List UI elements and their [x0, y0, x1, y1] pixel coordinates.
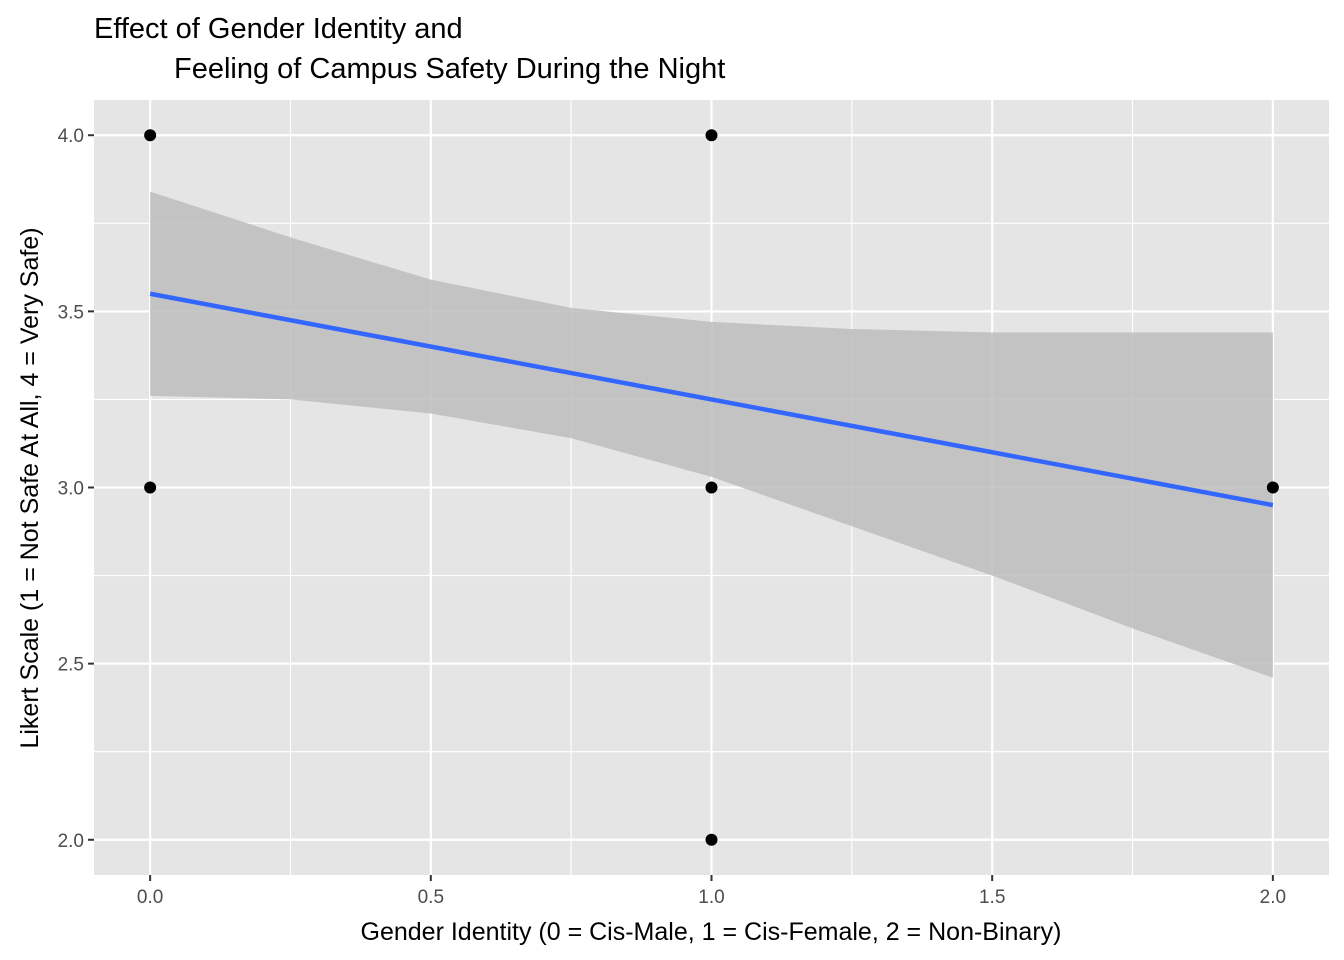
confidence-band-layer: [150, 191, 1273, 678]
confidence-band: [150, 191, 1273, 678]
x-tick-label: 1.5: [979, 887, 1005, 908]
y-axis-ticks: 2.0 2.5 3.0 3.5 4.0: [58, 126, 94, 852]
data-point: [1266, 481, 1279, 494]
x-tick-label: 1.0: [698, 887, 724, 908]
regression-line: [149, 291, 1274, 508]
data-point: [144, 129, 157, 142]
chart-title-line-2: Feeling of Campus Safety During the Nigh…: [174, 53, 725, 85]
x-tick-label: 0.0: [137, 887, 163, 908]
fit-line-layer: [149, 291, 1274, 508]
data-point: [144, 481, 157, 494]
y-axis-title: Likert Scale (1 = Not Safe At All, 4 = V…: [16, 227, 44, 748]
data-points-layer: [144, 129, 1279, 846]
data-point: [705, 129, 718, 142]
data-point: [705, 833, 718, 846]
x-tick-label: 0.5: [418, 887, 444, 908]
x-axis-title: Gender Identity (0 = Cis-Male, 1 = Cis-F…: [361, 918, 1062, 946]
y-tick-label: 3.0: [58, 479, 84, 500]
y-tick-label: 2.0: [58, 831, 84, 852]
chart-title-line-1: Effect of Gender Identity and: [94, 13, 463, 45]
x-tick-label: 2.0: [1260, 887, 1286, 908]
y-tick-label: 3.5: [58, 302, 84, 323]
y-tick-label: 2.5: [58, 655, 84, 676]
x-axis-ticks: 0.0 0.5 1.0 1.5 2.0: [137, 875, 1286, 908]
y-tick-label: 4.0: [58, 126, 84, 147]
data-point: [705, 481, 718, 494]
